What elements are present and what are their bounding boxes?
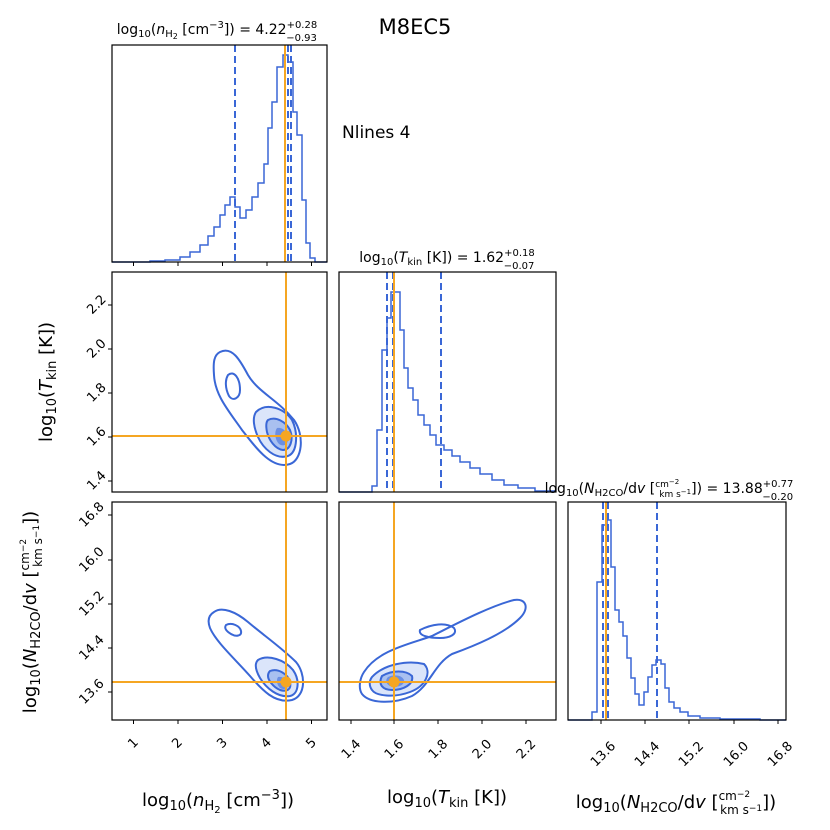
tkin-nh2-frame (111, 271, 328, 493)
nh2co-xlabel: log10(NH2CO/dv [cm−2 km s−1]) (576, 789, 776, 817)
tkin-hist-steps (339, 291, 556, 493)
svg-text:15.2: 15.2 (76, 588, 107, 619)
svg-text:14.4: 14.4 (632, 739, 663, 770)
nh2co-nh2-outer-contour (207, 608, 304, 702)
svg-text:1.4: 1.4 (84, 468, 109, 493)
tkin-xticks: 1.4 1.6 1.8 2.0 2.2 (339, 720, 539, 762)
nh2co-nh2-frame (111, 501, 328, 721)
nh2co-tkin-truth-point (388, 676, 400, 688)
panel-nh2co-vs-nh2: 13.6 14.4 15.2 16.0 16.8 log10(NH2CO/dv … (18, 499, 328, 816)
svg-text:3: 3 (214, 735, 230, 751)
svg-text:13.6: 13.6 (76, 676, 107, 707)
nh2-hist-xticks (133, 262, 312, 266)
panel-tkin-histogram: log10(Tkin [K]) = 1.62+0.18 −0.07 (338, 248, 557, 493)
panel-nh2-histogram: log10(nH2 [cm−3]) = 4.22+0.28 −0.93 (111, 20, 328, 266)
svg-text:16.0: 16.0 (721, 739, 752, 770)
nh2co-yticks: 13.6 14.4 15.2 16.0 16.8 (76, 499, 112, 708)
nh2-hist-frame (111, 44, 328, 263)
svg-text:1.8: 1.8 (426, 737, 451, 762)
nh2-hist-title: log10(nH2 [cm−3]) = 4.22+0.28 −0.93 (117, 20, 317, 44)
nh2co-hist-frame (567, 501, 787, 721)
nh2-xlabel: log10(nH2 [cm−3]) (142, 788, 294, 816)
svg-text:13.6: 13.6 (588, 739, 619, 770)
svg-text:16.8: 16.8 (765, 739, 796, 770)
svg-text:2.2: 2.2 (84, 292, 109, 317)
svg-text:1.6: 1.6 (382, 737, 407, 762)
svg-text:1.8: 1.8 (84, 380, 109, 405)
nh2co-xticks: 13.6 14.4 15.2 16.0 16.8 (588, 720, 796, 770)
nh2-hist-steps (112, 54, 327, 263)
tkin-ylabel: log10(Tkin [K]) (36, 322, 60, 442)
nh2co-tkin-outer-contour (358, 598, 527, 703)
panel-nh2co-vs-tkin: 1.4 1.6 1.8 2.0 2.2 log10(Tkin [K]) (338, 501, 557, 811)
svg-text:2.2: 2.2 (514, 737, 539, 762)
nh2co-tkin-upper-contour (418, 623, 456, 640)
nh2co-nh2-truth-point (280, 676, 292, 688)
nlines-annotation: Nlines 4 (342, 123, 410, 143)
svg-text:16.8: 16.8 (76, 499, 107, 530)
svg-text:1: 1 (125, 735, 141, 751)
svg-text:2.0: 2.0 (84, 336, 109, 361)
svg-text:16.0: 16.0 (76, 544, 107, 575)
svg-text:2: 2 (169, 735, 185, 751)
svg-text:5: 5 (303, 735, 319, 751)
svg-text:4: 4 (258, 735, 274, 751)
panel-tkin-vs-nh2: 1.4 1.6 1.8 2.0 2.2 log10(Tkin [K]) (36, 271, 328, 494)
svg-text:14.4: 14.4 (76, 632, 107, 663)
svg-text:1.6: 1.6 (84, 424, 109, 449)
svg-text:1.4: 1.4 (339, 737, 364, 762)
svg-text:2.0: 2.0 (470, 737, 495, 762)
nh2-xticks: 1 2 3 4 5 (125, 720, 320, 752)
nh2co-hist-title: log10(NH2CO/dv [cm−2 km s−1]) = 13.88+0.7… (545, 478, 794, 503)
panel-nh2co-histogram: log10(NH2CO/dv [cm−2 km s−1]) = 13.88+0.7… (545, 478, 796, 770)
svg-text:15.2: 15.2 (676, 739, 707, 770)
nh2co-hist-steps (568, 519, 786, 721)
tkin-xlabel: log10(Tkin [K]) (387, 787, 507, 811)
nh2co-tkin-frame (338, 501, 557, 721)
tkin-nh2-truth-point (280, 430, 292, 442)
tkin-yticks: 1.4 1.6 1.8 2.0 2.2 (84, 292, 112, 494)
nh2co-ylabel: log10(NH2CO/dv [cm−2 km s−1]) (18, 511, 45, 713)
nh2co-nh2-small-contour (224, 622, 243, 637)
tkin-hist-title: log10(Tkin [K]) = 1.62+0.18 −0.07 (359, 248, 535, 272)
tkin-hist-frame (338, 271, 557, 493)
figure-suptitle: M8EC5 (379, 15, 452, 39)
